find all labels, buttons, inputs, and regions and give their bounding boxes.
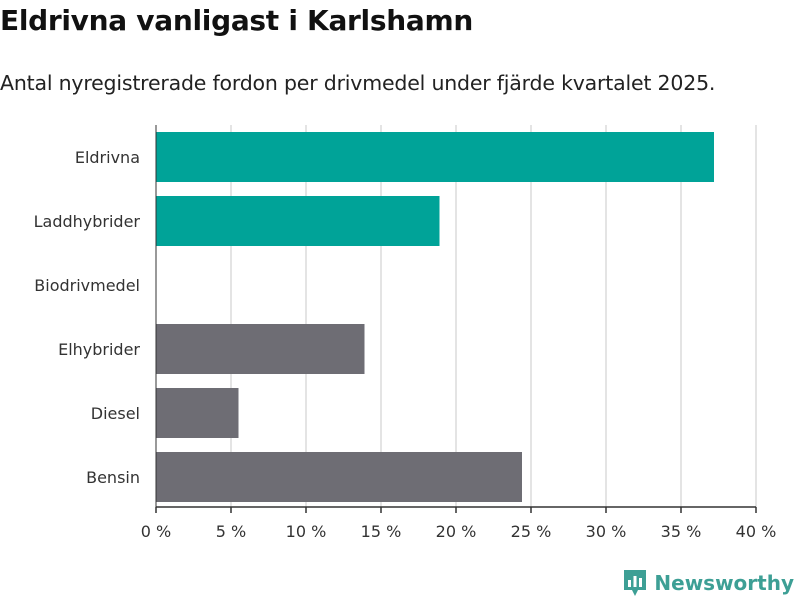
x-tick-label: 5 % [216, 522, 246, 541]
x-tick-label: 25 % [511, 522, 552, 541]
x-tick-label: 30 % [586, 522, 627, 541]
x-tick-label: 20 % [436, 522, 477, 541]
bar-eldrivna [156, 132, 714, 182]
bar-bensin [156, 452, 522, 502]
x-tick-label: 0 % [141, 522, 171, 541]
category-label: Biodrivmedel [34, 276, 140, 295]
x-tick-label: 35 % [661, 522, 702, 541]
category-label: Elhybrider [58, 340, 140, 359]
chart-subtitle: Antal nyregistrerade fordon per drivmede… [0, 71, 716, 95]
x-tick-label: 40 % [736, 522, 777, 541]
category-label: Diesel [91, 404, 140, 423]
bar-laddhybrider [156, 196, 440, 246]
bar-elhybrider [156, 324, 365, 374]
bar-diesel [156, 388, 239, 438]
brand-name: Newsworthy [654, 571, 794, 595]
x-tick-label: 15 % [361, 522, 402, 541]
category-label: Eldrivna [75, 148, 140, 167]
chart-title: Eldrivna vanligast i Karlshamn [0, 4, 473, 37]
category-label: Bensin [86, 468, 140, 487]
x-tick-label: 10 % [286, 522, 327, 541]
newsworthy-logo-icon [624, 570, 647, 596]
category-label: Laddhybrider [34, 212, 141, 231]
brand-logo: Newsworthy [622, 568, 794, 598]
